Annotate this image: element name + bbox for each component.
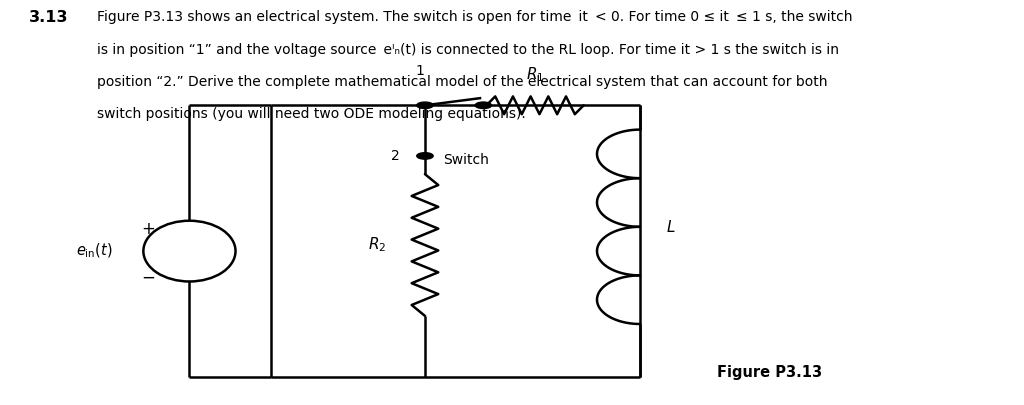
Text: +: + (141, 220, 156, 238)
Text: 1: 1 (416, 64, 424, 78)
Text: Switch: Switch (443, 153, 489, 167)
Circle shape (417, 153, 433, 159)
Text: Figure P3.13 shows an electrical system. The switch is open for time  it  < 0. F: Figure P3.13 shows an electrical system.… (97, 10, 853, 24)
Text: $L$: $L$ (666, 219, 675, 235)
Text: 2: 2 (390, 149, 399, 163)
Text: is in position “1” and the voltage source  eᴵₙ(t) is connected to the RL loop. F: is in position “1” and the voltage sourc… (97, 43, 840, 57)
Text: switch positions (you will need two ODE modeling equations).: switch positions (you will need two ODE … (97, 107, 526, 122)
Text: $R_2$: $R_2$ (368, 236, 386, 254)
Text: $e_{\rm in}(t)$: $e_{\rm in}(t)$ (76, 242, 113, 260)
Text: position “2.” Derive the complete mathematical model of the electrical system th: position “2.” Derive the complete mathem… (97, 75, 827, 89)
Circle shape (417, 102, 433, 109)
Text: 3.13: 3.13 (29, 10, 69, 25)
Circle shape (475, 102, 492, 109)
Text: −: − (141, 269, 156, 286)
Text: Figure P3.13: Figure P3.13 (717, 365, 822, 380)
Text: $R_1$: $R_1$ (526, 66, 544, 84)
